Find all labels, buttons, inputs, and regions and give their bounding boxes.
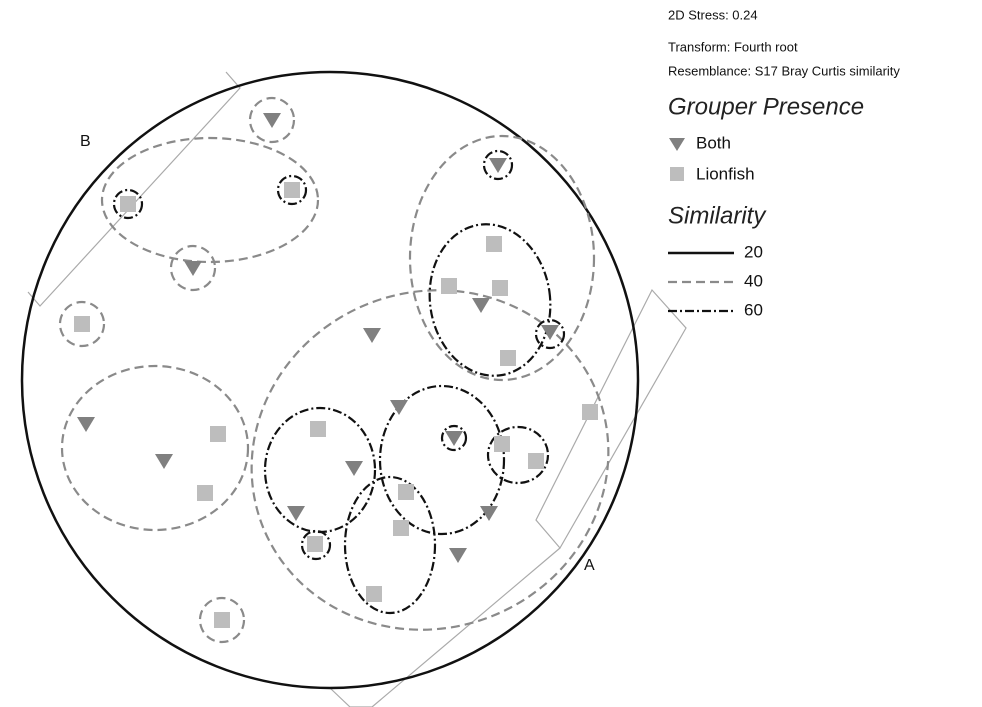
square-point	[366, 586, 382, 602]
legend-item: Lionfish	[696, 164, 755, 183]
legend-item: 20	[744, 242, 763, 261]
square-point	[197, 485, 213, 501]
cluster-60	[440, 424, 468, 452]
square-point	[494, 436, 510, 452]
cluster-60	[112, 188, 144, 220]
bracket-b	[27, 71, 241, 307]
square-point	[74, 316, 90, 332]
cluster-60	[300, 529, 332, 561]
cluster-60	[263, 406, 377, 534]
legend-square	[670, 167, 684, 181]
resemblance: Resemblance: S17 Bray Curtis similarity	[668, 63, 900, 78]
cluster-60	[343, 475, 437, 615]
cluster-60	[534, 318, 566, 350]
triangle-point	[449, 548, 467, 563]
cluster-40	[250, 289, 610, 631]
triangle-point	[345, 461, 363, 476]
square-point	[528, 453, 544, 469]
square-point	[284, 182, 300, 198]
cluster-60	[276, 174, 308, 206]
cluster-40	[248, 96, 296, 144]
square-point	[500, 350, 516, 366]
square-point	[582, 404, 598, 420]
triangle-point	[472, 298, 490, 313]
cluster-20	[20, 70, 640, 690]
legend-item: Both	[696, 133, 731, 152]
cluster-40	[198, 596, 246, 644]
transform: Transform: Fourth root	[668, 39, 798, 54]
bracket-label: B	[80, 133, 91, 150]
triangle-point	[489, 158, 507, 173]
square-point	[398, 484, 414, 500]
cluster-60	[378, 384, 506, 536]
square-point	[310, 421, 326, 437]
triangle-point	[445, 431, 463, 446]
cluster-40	[408, 134, 596, 382]
stress: 2D Stress: 0.24	[668, 7, 758, 22]
triangle-point	[363, 328, 381, 343]
square-point	[307, 536, 323, 552]
square-point	[486, 236, 502, 252]
square-point	[210, 426, 226, 442]
cluster-40	[169, 244, 217, 292]
cluster-40	[60, 364, 250, 532]
legend-item: 60	[744, 300, 763, 319]
clusters	[58, 96, 610, 644]
triangle-point	[263, 113, 281, 128]
legend-item: 40	[744, 271, 763, 290]
triangle-point	[287, 506, 305, 521]
cluster-60	[486, 425, 550, 485]
square-point	[214, 612, 230, 628]
square-point	[393, 520, 409, 536]
points	[74, 113, 598, 628]
triangle-point	[155, 454, 173, 469]
cluster-60	[428, 223, 552, 377]
bracket-label: A	[584, 557, 595, 574]
square-point	[492, 280, 508, 296]
triangle-point	[541, 325, 559, 340]
legend-title: Similarity	[668, 202, 767, 229]
triangle-point	[390, 400, 408, 415]
legend-triangle	[669, 138, 685, 151]
triangle-point	[184, 261, 202, 276]
cluster-40	[58, 300, 106, 348]
cluster-40	[100, 136, 320, 264]
triangle-point	[480, 506, 498, 521]
cluster-60	[482, 149, 514, 181]
square-point	[441, 278, 457, 294]
bracket-a	[329, 288, 687, 707]
square-point	[120, 196, 136, 212]
triangle-point	[77, 417, 95, 432]
legend-title: Grouper Presence	[668, 93, 864, 120]
